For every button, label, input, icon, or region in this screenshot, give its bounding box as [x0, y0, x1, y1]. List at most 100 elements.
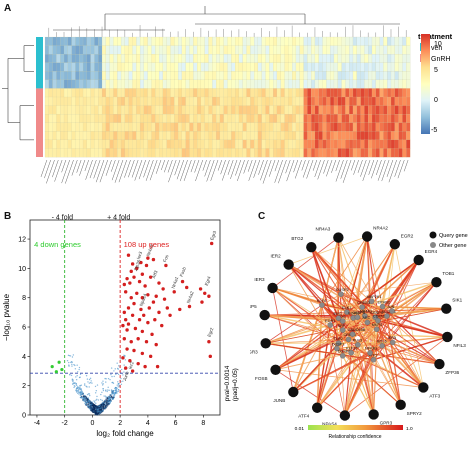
heatmap-cell	[231, 148, 236, 158]
heatmap-cell	[101, 62, 107, 72]
up-gene-point	[136, 361, 140, 366]
data-point	[80, 388, 82, 390]
data-point	[102, 405, 104, 407]
heatmap-cell	[200, 131, 205, 141]
heatmap-cells	[44, 36, 411, 158]
heatmap-cell	[82, 131, 88, 141]
other-gene-node	[335, 340, 342, 346]
heatmap-cell	[216, 105, 221, 115]
heatmap-cell	[364, 62, 369, 72]
minus-4-fold-label: - 4 fold	[52, 215, 74, 222]
heatmap-cell	[402, 79, 407, 89]
heatmap-cell	[204, 96, 209, 106]
heatmap-cell	[269, 148, 274, 158]
heatmap-cell	[303, 148, 308, 158]
data-point	[91, 403, 93, 405]
heatmap-cell	[158, 114, 164, 123]
heatmap-cell	[349, 122, 354, 132]
heatmap-cell	[246, 79, 251, 89]
heatmap-cell	[208, 54, 213, 63]
other-gene-node	[362, 313, 368, 319]
heatmap-cell	[200, 79, 205, 89]
heatmap-cell	[364, 71, 369, 81]
heatmap-cell	[235, 122, 240, 132]
data-point	[76, 391, 78, 393]
heatmap-cell	[60, 62, 65, 72]
heatmap-cell	[284, 54, 289, 63]
heatmap-cell	[257, 139, 262, 149]
heatmap-cell	[155, 88, 160, 98]
heatmap-cell	[151, 131, 156, 141]
heatmap-cell	[371, 139, 377, 149]
data-point	[78, 376, 81, 379]
column-label-mark	[202, 159, 207, 171]
data-point	[100, 405, 103, 407]
heatmap-cell	[117, 131, 122, 141]
heatmap-cell	[341, 54, 346, 63]
heatmap-cell	[155, 131, 160, 141]
heatmap-cell	[390, 131, 396, 141]
heatmap-cell	[254, 96, 259, 106]
heatmap-cell	[219, 114, 224, 123]
up-gene-point	[135, 291, 139, 296]
heatmap-cell	[242, 79, 247, 89]
heatmap-cell	[185, 54, 190, 63]
data-point	[120, 368, 123, 371]
heatmap-cell	[86, 96, 91, 106]
heatmap-cell	[166, 114, 171, 123]
heatmap-cell	[364, 79, 369, 89]
column-label-mark	[314, 159, 321, 178]
heatmap-cell	[90, 71, 95, 81]
up-gene-point	[160, 323, 164, 328]
heatmap-cell	[394, 131, 399, 141]
heatmap-cell	[98, 139, 103, 149]
heatmap-cell	[219, 131, 224, 141]
heatmap-cell	[284, 148, 289, 158]
heatmap-cell	[170, 62, 175, 72]
heatmap-cell	[120, 122, 126, 132]
heatmap-cell	[94, 62, 99, 72]
confidence-colorbar	[308, 425, 403, 430]
heatmap-cell	[170, 36, 175, 46]
data-point	[106, 399, 108, 402]
heatmap-cell	[98, 36, 103, 46]
other-gene-node	[384, 313, 390, 319]
column-label-mark	[52, 159, 59, 178]
data-point	[101, 399, 103, 402]
heatmap-cell	[238, 131, 243, 141]
data-point	[108, 389, 110, 392]
heatmap-cell	[295, 79, 301, 89]
up-gene-point	[157, 310, 161, 315]
heatmap-cell	[406, 105, 411, 115]
other-gene-node	[335, 315, 342, 321]
heatmap-cell	[79, 62, 84, 72]
heatmap-cell	[238, 45, 243, 55]
heatmap-cell	[280, 88, 285, 98]
up-gene-point	[125, 276, 129, 281]
heatmap-cell	[86, 139, 91, 149]
column-label-mark	[95, 159, 105, 183]
heatmap-cell	[375, 71, 380, 81]
heatmap-cell	[261, 105, 266, 115]
heatmap-cell	[398, 122, 403, 132]
heatmap-cell	[360, 54, 365, 63]
heatmap-cell	[86, 114, 91, 123]
heatmap-cell	[174, 122, 179, 132]
data-point	[75, 388, 77, 390]
heatmap-cell	[158, 88, 164, 98]
heatmap-cell	[170, 131, 175, 141]
gene-label: Egr2	[207, 327, 215, 338]
up-gene-point	[209, 241, 214, 246]
heatmap-cell	[151, 122, 156, 132]
data-point	[122, 374, 124, 376]
heatmap-cell	[208, 105, 213, 115]
data-point	[109, 402, 111, 404]
heatmap-cell	[193, 54, 198, 63]
heatmap-cell	[185, 79, 190, 89]
heatmap-cell	[368, 88, 373, 98]
heatmap-cell	[109, 79, 114, 89]
heatmap-cell	[136, 148, 141, 158]
down-gene-point	[57, 360, 61, 364]
heatmap-cell	[147, 36, 152, 46]
heatmap-cell	[44, 105, 50, 115]
